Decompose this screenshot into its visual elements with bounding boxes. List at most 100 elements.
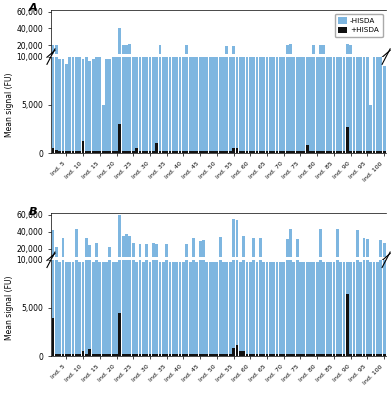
Bar — [359, 262, 362, 356]
Bar — [212, 262, 215, 356]
Bar — [75, 57, 78, 153]
Bar — [252, 57, 255, 153]
Bar — [376, 354, 379, 356]
Bar — [102, 151, 105, 153]
Bar — [212, 54, 215, 62]
Bar — [249, 257, 252, 265]
Bar — [309, 54, 312, 62]
Bar — [346, 0, 349, 153]
Bar — [349, 257, 352, 265]
Bar — [115, 151, 118, 153]
Bar — [159, 262, 162, 356]
Bar — [219, 57, 221, 153]
Bar — [256, 354, 258, 356]
Bar — [202, 151, 205, 153]
Bar — [222, 151, 225, 153]
Bar — [346, 127, 349, 153]
Bar — [129, 151, 131, 153]
Bar — [172, 151, 175, 153]
Bar — [373, 151, 376, 153]
Bar — [336, 354, 339, 356]
Bar — [118, 0, 121, 153]
Bar — [85, 151, 88, 153]
Bar — [172, 262, 175, 356]
Bar — [259, 354, 262, 356]
Bar — [112, 151, 114, 153]
Bar — [105, 151, 108, 153]
Bar — [316, 262, 319, 356]
Bar — [165, 151, 168, 153]
Bar — [299, 151, 302, 153]
Bar — [229, 57, 232, 153]
Bar — [352, 54, 356, 62]
Bar — [286, 0, 289, 153]
Bar — [51, 318, 54, 356]
Bar — [379, 67, 382, 356]
Bar — [359, 257, 362, 265]
Bar — [366, 239, 369, 265]
Bar — [189, 151, 192, 153]
Bar — [292, 354, 295, 356]
Bar — [379, 240, 382, 265]
Bar — [236, 345, 238, 356]
Bar — [272, 262, 275, 356]
Bar — [296, 54, 299, 62]
Bar — [109, 54, 111, 62]
Bar — [286, 151, 289, 153]
Bar — [316, 57, 319, 153]
Bar — [209, 262, 212, 356]
Bar — [132, 96, 135, 356]
Bar — [195, 57, 198, 153]
Bar — [185, 45, 188, 62]
Bar — [185, 151, 188, 153]
Bar — [279, 57, 282, 153]
Bar — [142, 151, 145, 153]
Bar — [172, 57, 175, 153]
Bar — [369, 354, 372, 356]
Bar — [122, 236, 125, 265]
Bar — [249, 262, 252, 356]
Bar — [115, 257, 118, 265]
Bar — [58, 354, 61, 356]
Bar — [363, 354, 365, 356]
Bar — [323, 262, 325, 356]
Bar — [199, 57, 201, 153]
Bar — [175, 257, 178, 265]
Bar — [276, 354, 278, 356]
Bar — [92, 257, 94, 265]
Bar — [286, 57, 289, 356]
Bar — [272, 257, 275, 265]
Bar — [182, 354, 185, 356]
Bar — [236, 57, 238, 153]
Bar — [82, 61, 85, 62]
Bar — [326, 54, 328, 62]
Bar — [262, 354, 265, 356]
Bar — [51, 262, 54, 265]
Bar — [129, 354, 131, 356]
Bar — [232, 46, 235, 62]
Bar — [68, 54, 71, 62]
Bar — [205, 257, 208, 265]
Bar — [172, 257, 175, 265]
Bar — [185, 115, 188, 356]
Bar — [72, 57, 74, 153]
Bar — [78, 262, 81, 356]
Bar — [85, 238, 88, 265]
Bar — [225, 151, 228, 153]
Bar — [82, 59, 85, 153]
Bar — [236, 148, 238, 153]
Bar — [259, 57, 262, 153]
Bar — [312, 257, 315, 265]
Bar — [343, 262, 345, 356]
Bar — [259, 48, 262, 356]
Bar — [82, 257, 85, 265]
Bar — [115, 57, 118, 153]
Bar — [332, 57, 336, 153]
Bar — [182, 257, 185, 265]
Bar — [175, 354, 178, 356]
Bar — [249, 354, 252, 356]
Bar — [88, 245, 91, 265]
Bar — [78, 257, 81, 265]
Bar — [98, 57, 101, 153]
Bar — [145, 54, 148, 62]
